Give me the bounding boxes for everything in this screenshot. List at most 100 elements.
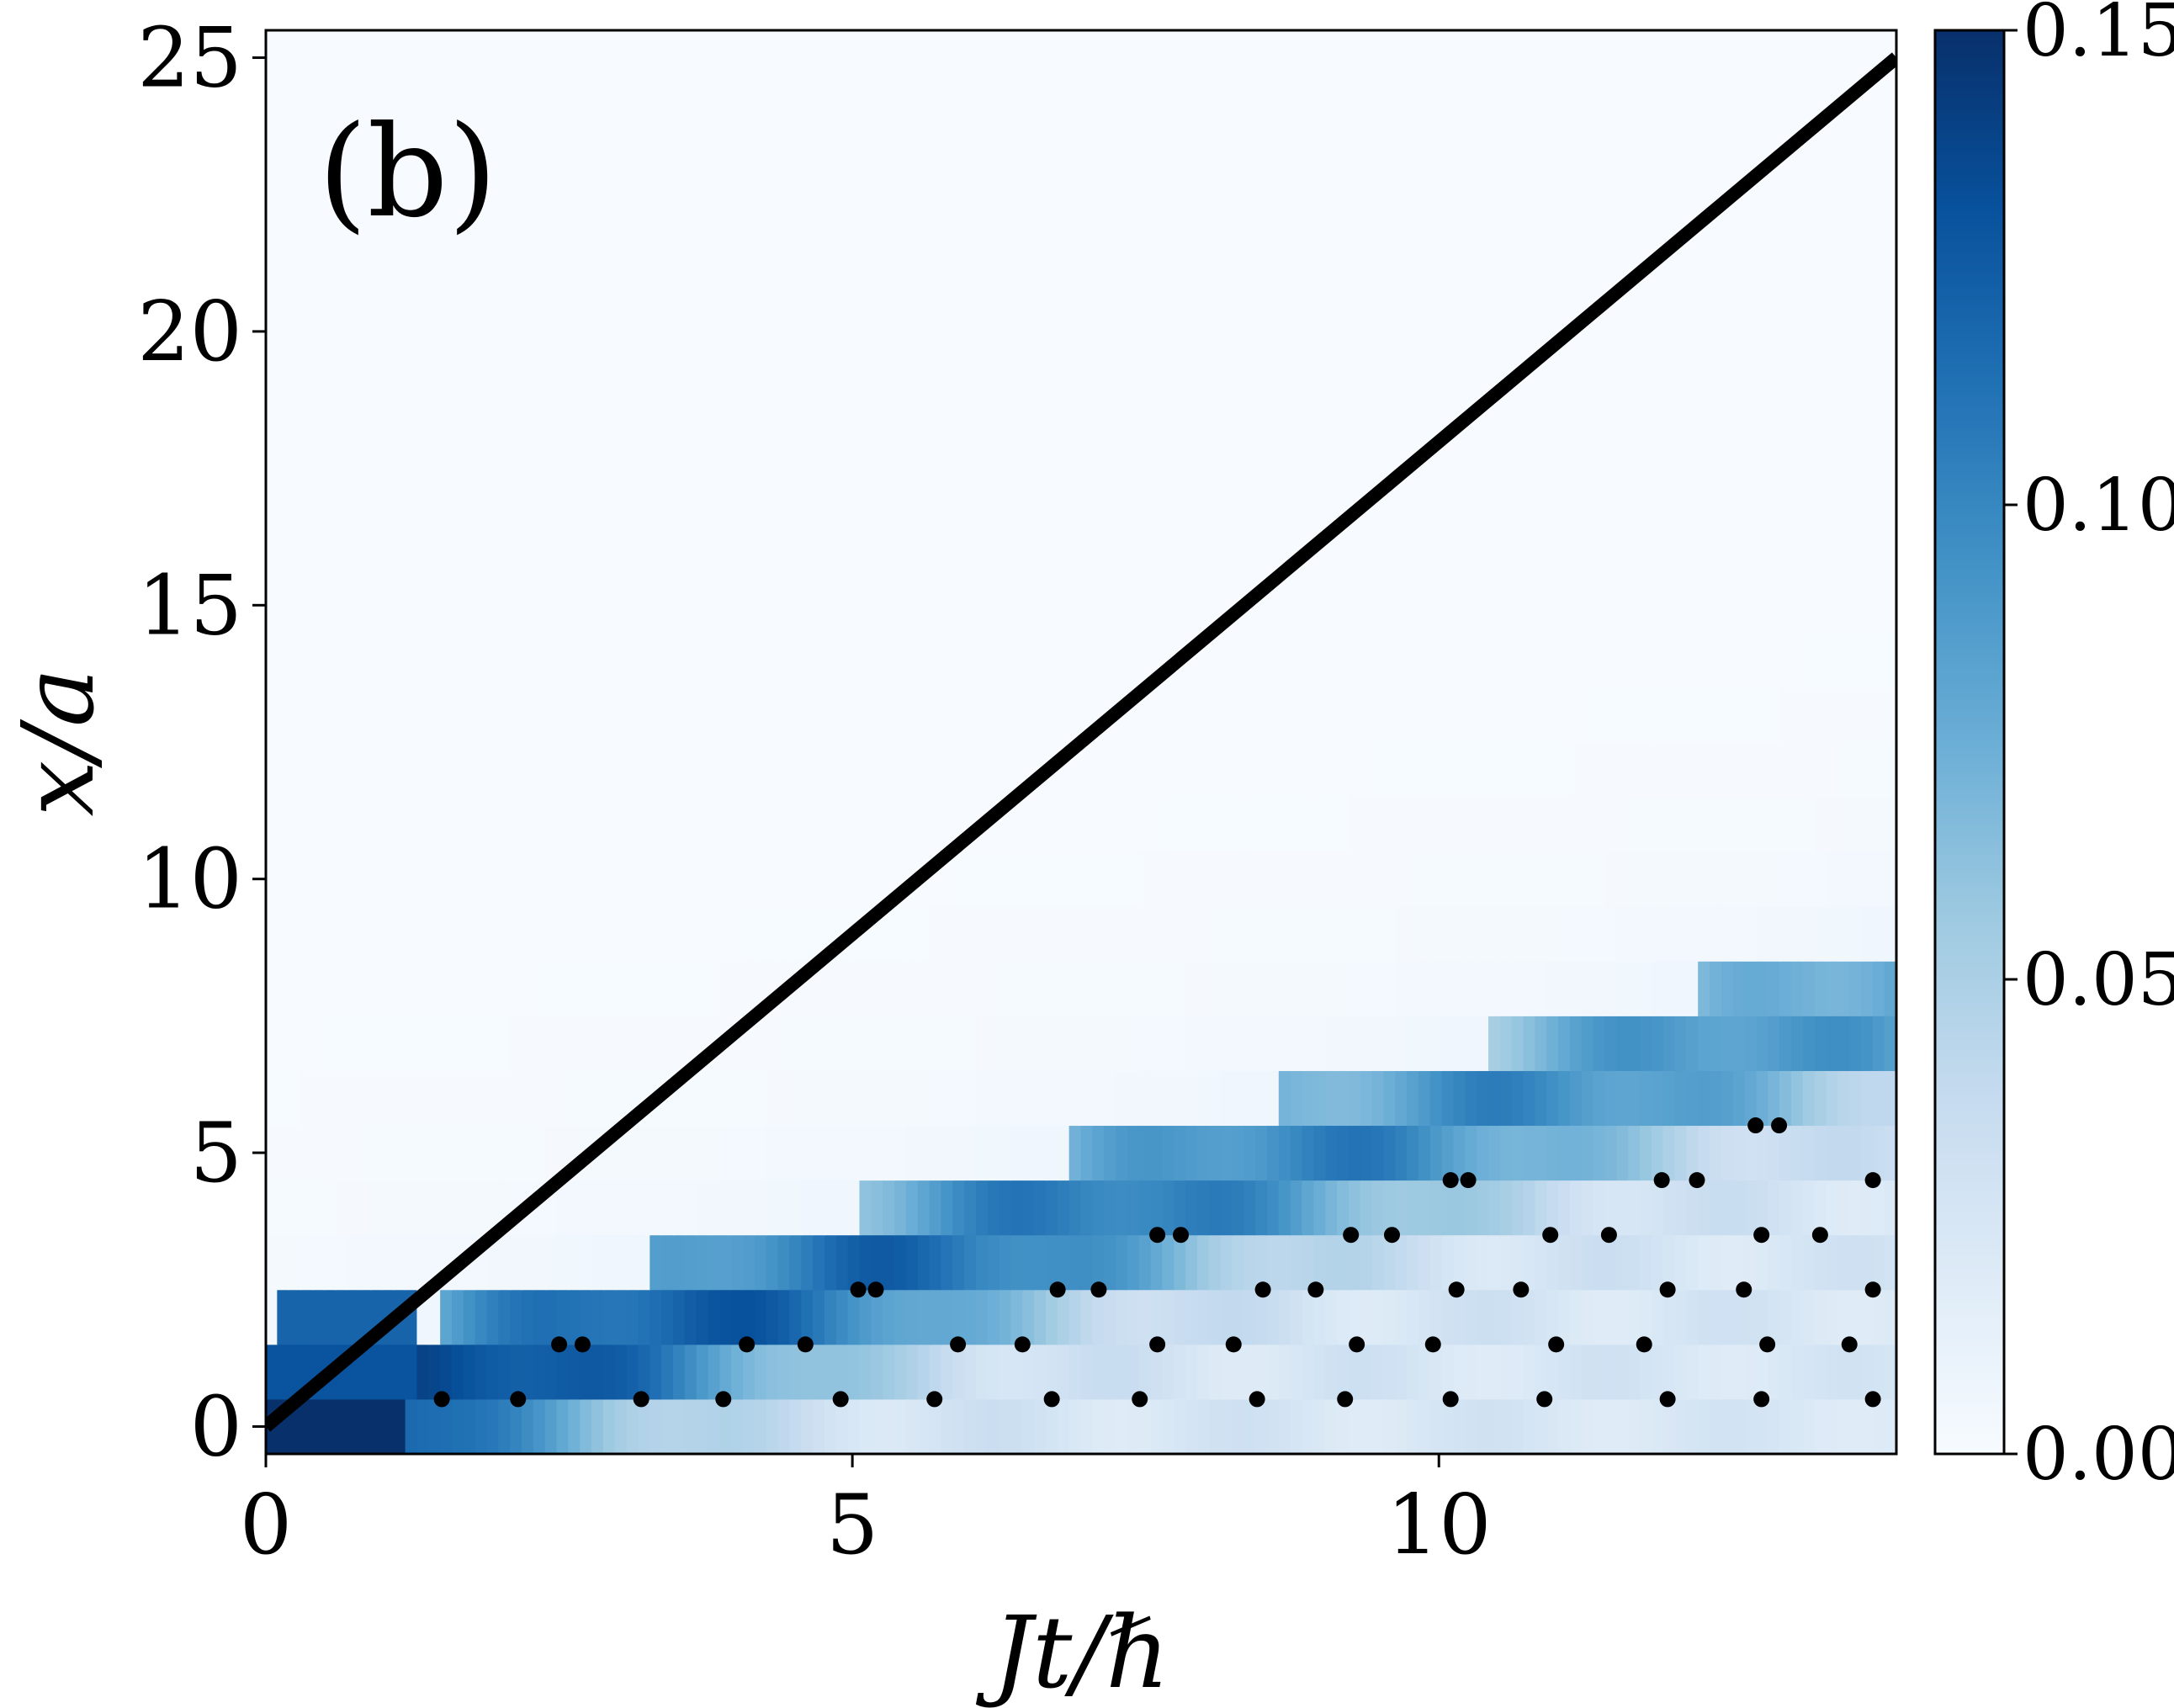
scatter-point [1090, 1281, 1107, 1298]
heatmap-cell [1884, 1234, 1896, 1291]
heatmap-cell [1232, 140, 1245, 195]
heatmap-cell [1196, 1125, 1210, 1181]
heatmap-cell [1849, 961, 1862, 1016]
heatmap-cell [1348, 1070, 1361, 1127]
heatmap-cell [917, 1398, 931, 1454]
heatmap-cell [614, 961, 628, 1016]
heatmap-cell [1441, 632, 1455, 688]
heatmap-cell [1744, 522, 1758, 579]
heatmap-cell [522, 961, 534, 1016]
heatmap-cell [1698, 140, 1711, 195]
heatmap-cell [1837, 577, 1851, 634]
heatmap-cell [405, 249, 418, 305]
heatmap-cell [1232, 742, 1245, 798]
heatmap-cell [638, 1289, 651, 1345]
heatmap-cell [859, 1344, 872, 1400]
heatmap-cell [381, 906, 395, 962]
heatmap-cell [1348, 797, 1361, 852]
heatmap-cell [393, 851, 406, 907]
heatmap-cell [428, 304, 442, 359]
heatmap-cell [463, 1398, 476, 1454]
heatmap-cell [673, 961, 686, 1016]
heatmap-cell [311, 522, 325, 579]
heatmap-cell [614, 30, 628, 86]
heatmap-cell [835, 304, 849, 359]
heatmap-cell [1138, 468, 1152, 524]
heatmap-cell [1639, 1180, 1652, 1236]
heatmap-cell [289, 797, 302, 852]
heatmap-cell [777, 1180, 791, 1236]
heatmap-cell [405, 413, 418, 469]
heatmap-cell [1744, 468, 1758, 524]
heatmap-cell [696, 30, 709, 86]
heatmap-cell [510, 687, 523, 743]
heatmap-cell [556, 194, 570, 250]
heatmap-cell [1710, 85, 1722, 141]
heatmap-cell [1604, 687, 1618, 743]
heatmap-cell [1639, 1398, 1652, 1454]
heatmap-cell [871, 1398, 884, 1454]
heatmap-cell [1662, 1180, 1676, 1236]
heatmap-cell [1814, 358, 1827, 415]
heatmap-cell [381, 1070, 395, 1127]
heatmap-cell [568, 30, 581, 86]
heatmap-cell [1639, 85, 1652, 141]
heatmap-cell [638, 85, 651, 141]
heatmap-cell [1138, 906, 1152, 962]
heatmap-cell [883, 961, 896, 1016]
heatmap-cell [999, 742, 1012, 798]
heatmap-cell [1535, 687, 1548, 743]
heatmap-cell [451, 85, 464, 141]
heatmap-cell [929, 797, 942, 852]
heatmap-cell [952, 85, 966, 141]
heatmap-cell [568, 249, 581, 305]
heatmap-cell [1407, 358, 1419, 415]
heatmap-cell [277, 358, 290, 415]
heatmap-cell [486, 413, 500, 469]
heatmap-cell [1337, 85, 1349, 141]
heatmap-cell [370, 851, 383, 907]
heatmap-cell [1127, 249, 1140, 305]
heatmap-cell [1302, 742, 1315, 798]
heatmap-cell [731, 413, 745, 469]
heatmap-cell [1616, 1289, 1630, 1345]
heatmap-cell [1162, 1125, 1175, 1181]
heatmap-cell [673, 577, 686, 634]
heatmap-cell [964, 1070, 977, 1127]
heatmap-cell [777, 1234, 791, 1291]
heatmap-cell [1104, 1016, 1117, 1071]
heatmap-cell [1849, 1234, 1862, 1291]
heatmap-cell [1837, 304, 1851, 359]
heatmap-cell [1872, 249, 1885, 305]
heatmap-cell [661, 358, 674, 415]
heatmap-cell [1104, 961, 1117, 1016]
heatmap-cell [952, 1070, 966, 1127]
heatmap-cell [801, 632, 814, 688]
heatmap-cell [1535, 1125, 1548, 1181]
heatmap-cell [847, 961, 861, 1016]
scatter-point [1659, 1391, 1676, 1408]
heatmap-cell [602, 742, 616, 798]
heatmap-cell [1022, 194, 1036, 250]
heatmap-cell [731, 742, 745, 798]
heatmap-cell [650, 1180, 663, 1236]
heatmap-cell [602, 1070, 616, 1127]
heatmap-cell [708, 632, 721, 688]
heatmap-cell [766, 687, 779, 743]
heatmap-cell [556, 1234, 570, 1291]
scatter-point [1771, 1117, 1788, 1134]
heatmap-cell [428, 1180, 442, 1236]
heatmap-cell [1721, 1180, 1734, 1236]
heatmap-cell [1721, 577, 1734, 634]
heatmap-cell [591, 1016, 604, 1071]
heatmap-cell [1558, 85, 1571, 141]
heatmap-cell [1499, 413, 1513, 469]
heatmap-cell [277, 140, 290, 195]
heatmap-cell [1174, 358, 1187, 415]
heatmap-cell [1639, 851, 1652, 907]
heatmap-cell [1116, 1016, 1128, 1071]
heatmap-cell [905, 961, 919, 1016]
heatmap-cell [1243, 797, 1257, 852]
heatmap-cell [300, 358, 313, 415]
heatmap-cell [929, 468, 942, 524]
